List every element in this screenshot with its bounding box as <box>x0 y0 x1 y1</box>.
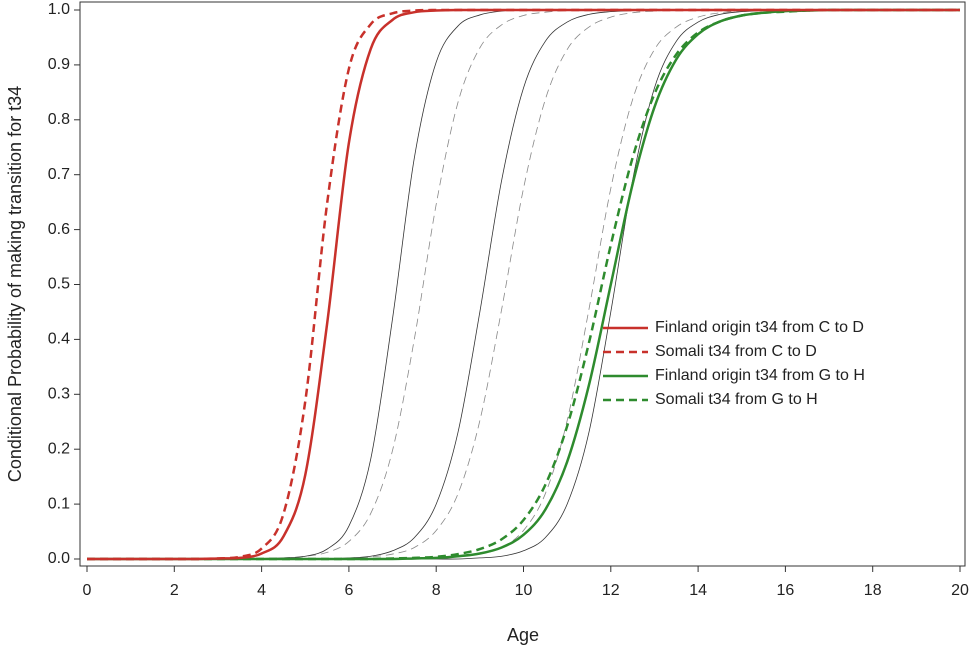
legend-label: Finland origin t34 from G to H <box>655 367 865 384</box>
series-line <box>86 8 960 561</box>
y-tick-label: 0.2 <box>48 440 70 457</box>
y-tick-label: 0.6 <box>48 221 70 238</box>
series-line <box>86 9 960 560</box>
x-tick-label: 2 <box>170 582 179 599</box>
y-tick-label: 0.9 <box>48 56 70 73</box>
x-tick-label: 8 <box>432 582 441 599</box>
series-line <box>86 8 960 561</box>
series-line <box>86 9 960 560</box>
legend-label: Somali t34 from C to D <box>655 343 817 360</box>
x-tick-label: 10 <box>515 582 533 599</box>
x-tick-label: 20 <box>951 582 969 599</box>
legend-label: Somali t34 from G to H <box>655 391 818 408</box>
series-line <box>86 9 960 560</box>
series-line <box>86 9 960 560</box>
y-tick-label: 1.0 <box>48 1 70 18</box>
y-tick-label: 0.1 <box>48 495 70 512</box>
y-axis-label: Conditional Probability of making transi… <box>5 86 25 482</box>
y-tick-label: 0.0 <box>48 550 70 567</box>
y-tick-label: 0.8 <box>48 111 70 128</box>
x-tick-label: 12 <box>602 582 620 599</box>
x-tick-label: 0 <box>83 582 92 599</box>
y-tick-label: 0.5 <box>48 276 70 293</box>
x-tick-label: 14 <box>689 582 707 599</box>
y-tick-label: 0.4 <box>48 331 70 348</box>
legend-label: Finland origin t34 from C to D <box>655 319 864 336</box>
x-axis-label: Age <box>507 625 539 645</box>
y-tick-label: 0.7 <box>48 166 70 183</box>
series-line <box>86 9 960 560</box>
series-line <box>86 9 960 560</box>
x-tick-label: 18 <box>864 582 882 599</box>
y-tick-label: 0.3 <box>48 386 70 403</box>
x-tick-label: 6 <box>344 582 353 599</box>
x-tick-label: 4 <box>257 582 266 599</box>
plot-frame <box>79 1 966 567</box>
x-tick-label: 16 <box>777 582 795 599</box>
series-line <box>86 8 960 561</box>
series-line <box>86 8 960 561</box>
